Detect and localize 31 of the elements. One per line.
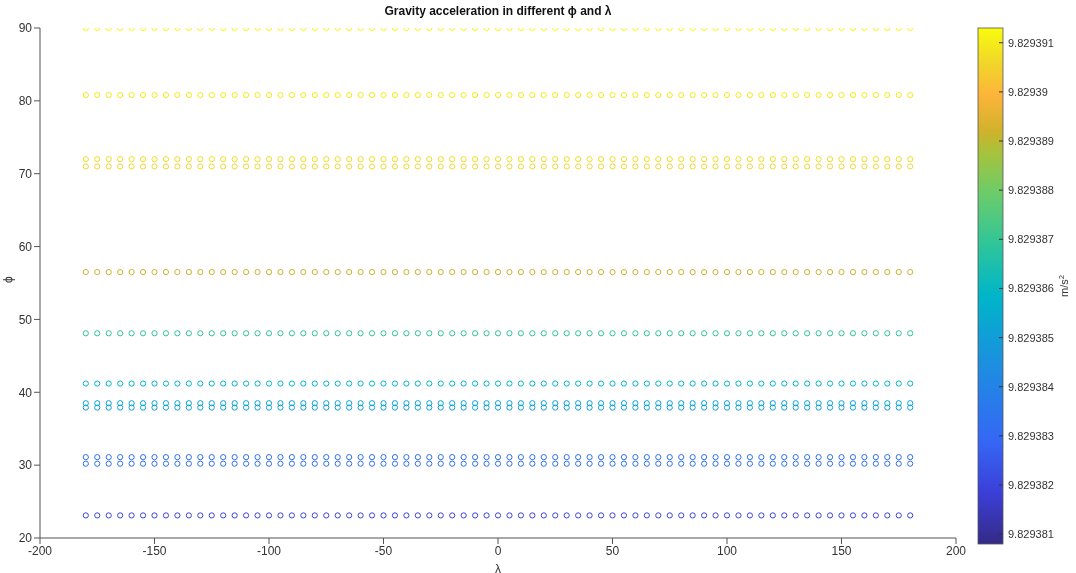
- color-bar-label: 9.829383: [1008, 429, 1054, 442]
- x-axis-title: λ: [495, 562, 501, 573]
- color-bar-label: 9.829391: [1008, 36, 1054, 49]
- y-tick-label: 70: [18, 166, 33, 181]
- y-tick-label: 20: [18, 531, 33, 546]
- y-tick-label: 90: [18, 21, 33, 36]
- y-tick-label: 40: [18, 385, 33, 400]
- chart-title: Gravity acceleration in different ϕ and λ: [383, 4, 613, 18]
- x-tick-label: 100: [716, 543, 738, 558]
- y-tick-label: 80: [18, 94, 33, 109]
- color-bar-label: 9.829386: [1008, 282, 1054, 295]
- x-tick-label: 50: [605, 543, 620, 558]
- x-tick-label: -50: [374, 543, 393, 558]
- y-tick-label: 60: [18, 239, 33, 254]
- color-bar-label: 9.829381: [1008, 528, 1054, 541]
- color-bar-label: 9.829388: [1008, 184, 1054, 197]
- y-tick-label: 30: [18, 458, 33, 473]
- x-tick-label: 200: [945, 543, 967, 558]
- x-tick-label: -150: [142, 543, 167, 558]
- color-bar-label: 9.82939: [1008, 85, 1048, 98]
- color-bar-label: 9.829389: [1008, 135, 1054, 148]
- y-tick-label: 50: [18, 312, 33, 327]
- color-bar-label: 9.829385: [1008, 331, 1054, 344]
- color-bar-label: 9.829384: [1008, 380, 1054, 393]
- x-tick-label: 150: [831, 543, 852, 558]
- x-tick-label: -200: [27, 543, 53, 558]
- x-tick-label: 0: [494, 543, 502, 558]
- y-axis-title: ϕ: [1, 276, 16, 283]
- x-tick-label: -100: [256, 543, 282, 558]
- color-bar-label: 9.829382: [1008, 479, 1054, 492]
- color-bar-label: 9.829387: [1008, 233, 1054, 246]
